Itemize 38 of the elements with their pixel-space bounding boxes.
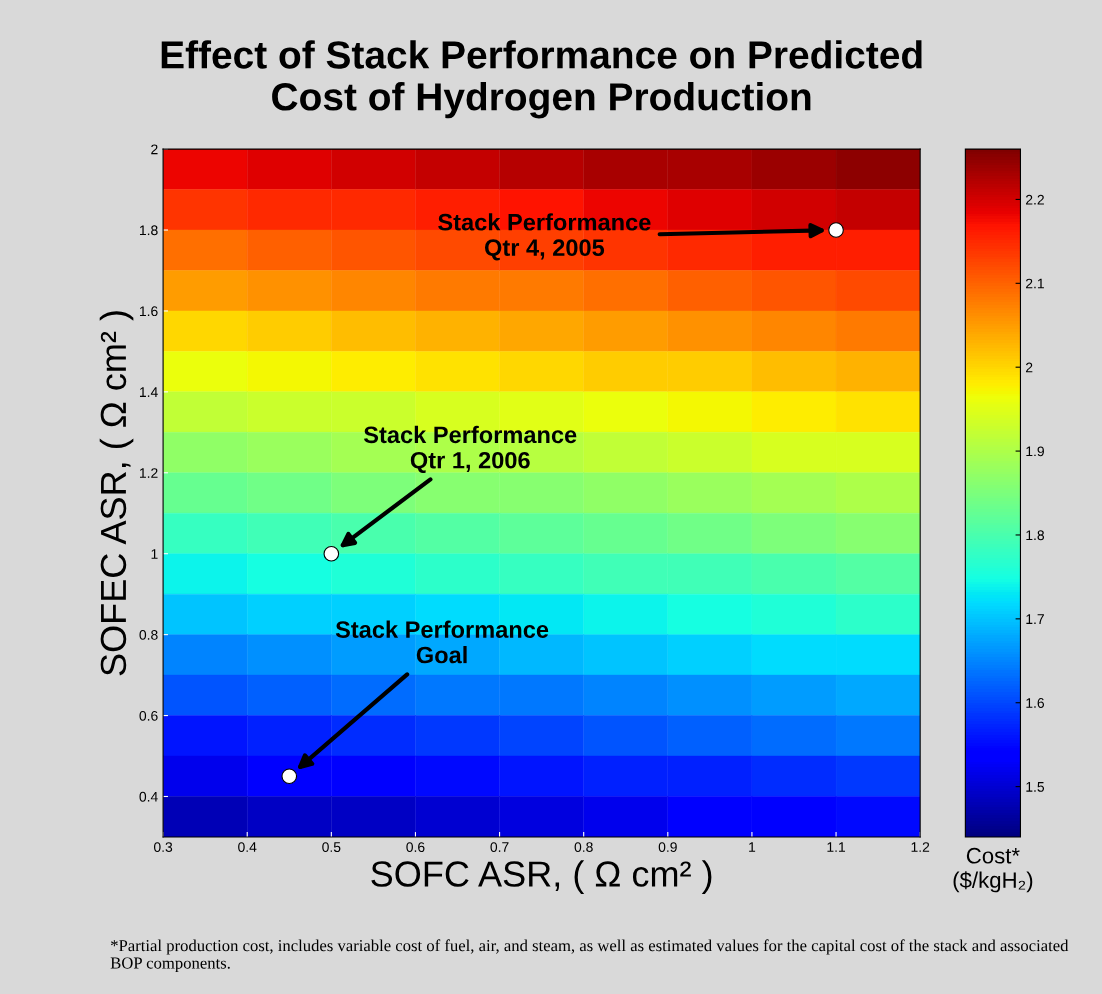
color-bar-label: 1.6 <box>1026 698 1045 708</box>
color-bar-label: 2.1 <box>1026 278 1044 289</box>
x-tick-label: 0.7 <box>490 842 509 853</box>
y-tick-label: 0.4 <box>139 791 158 802</box>
color-bar-title: Cost* ($/kgH₂) <box>953 847 1033 893</box>
color-bar-label: 2 <box>1026 362 1033 373</box>
chart-title: Effect of Stack Performance on Predicted Cost of Hydrogen Production <box>161 40 922 119</box>
x-tick-label: 0.5 <box>322 842 341 853</box>
point <box>828 222 844 238</box>
y-axis-title: SOFEC ASR, ( Ω cm² ) <box>99 311 134 676</box>
x-tick-label: 0.3 <box>153 842 173 853</box>
annotation: Stack Performance Qtr 4, 2005 <box>438 213 651 261</box>
annotation: Stack Performance Qtr 1, 2006 <box>363 425 577 474</box>
color-bar-label: 1.5 <box>1026 782 1045 792</box>
x-tick-label: 1.1 <box>827 842 846 852</box>
x-tick-label: 0.9 <box>658 842 677 853</box>
y-tick-label: 0.6 <box>139 710 158 721</box>
y-tick-label: 0.8 <box>139 629 158 640</box>
y-tick-label: 1.4 <box>139 387 158 397</box>
annotation: Stack Performance Goal <box>335 620 549 664</box>
x-tick-label: 0.4 <box>238 842 257 853</box>
x-tick-label: 1 <box>749 842 756 852</box>
y-tick-label: 1.6 <box>139 306 158 317</box>
color-bar-label: 1.7 <box>1026 614 1044 624</box>
x-tick-label: 0.8 <box>574 842 593 853</box>
text: *Partial production cost, includes variable cost of fuel, air, and steam, as well as estimated values for the capital cost of the stack and associated BOP components. <box>110 939 1069 973</box>
point <box>323 545 340 562</box>
y-tick-label: 1.8 <box>139 225 158 236</box>
point <box>281 768 298 785</box>
y-tick-label: 2 <box>151 144 158 155</box>
y-tick-label: 1.2 <box>139 468 158 478</box>
x-tick-label: 0.6 <box>406 842 425 853</box>
x-axis-title: SOFC ASR, ( Ω cm² ) <box>371 860 712 894</box>
x-tick-label: 1.2 <box>911 842 930 852</box>
color-bar-label: 1.8 <box>1026 530 1045 541</box>
color-bar-label: 1.9 <box>1026 446 1044 457</box>
color-bar-label: 2.2 <box>1026 194 1044 205</box>
y-tick-label: 1 <box>151 549 158 559</box>
